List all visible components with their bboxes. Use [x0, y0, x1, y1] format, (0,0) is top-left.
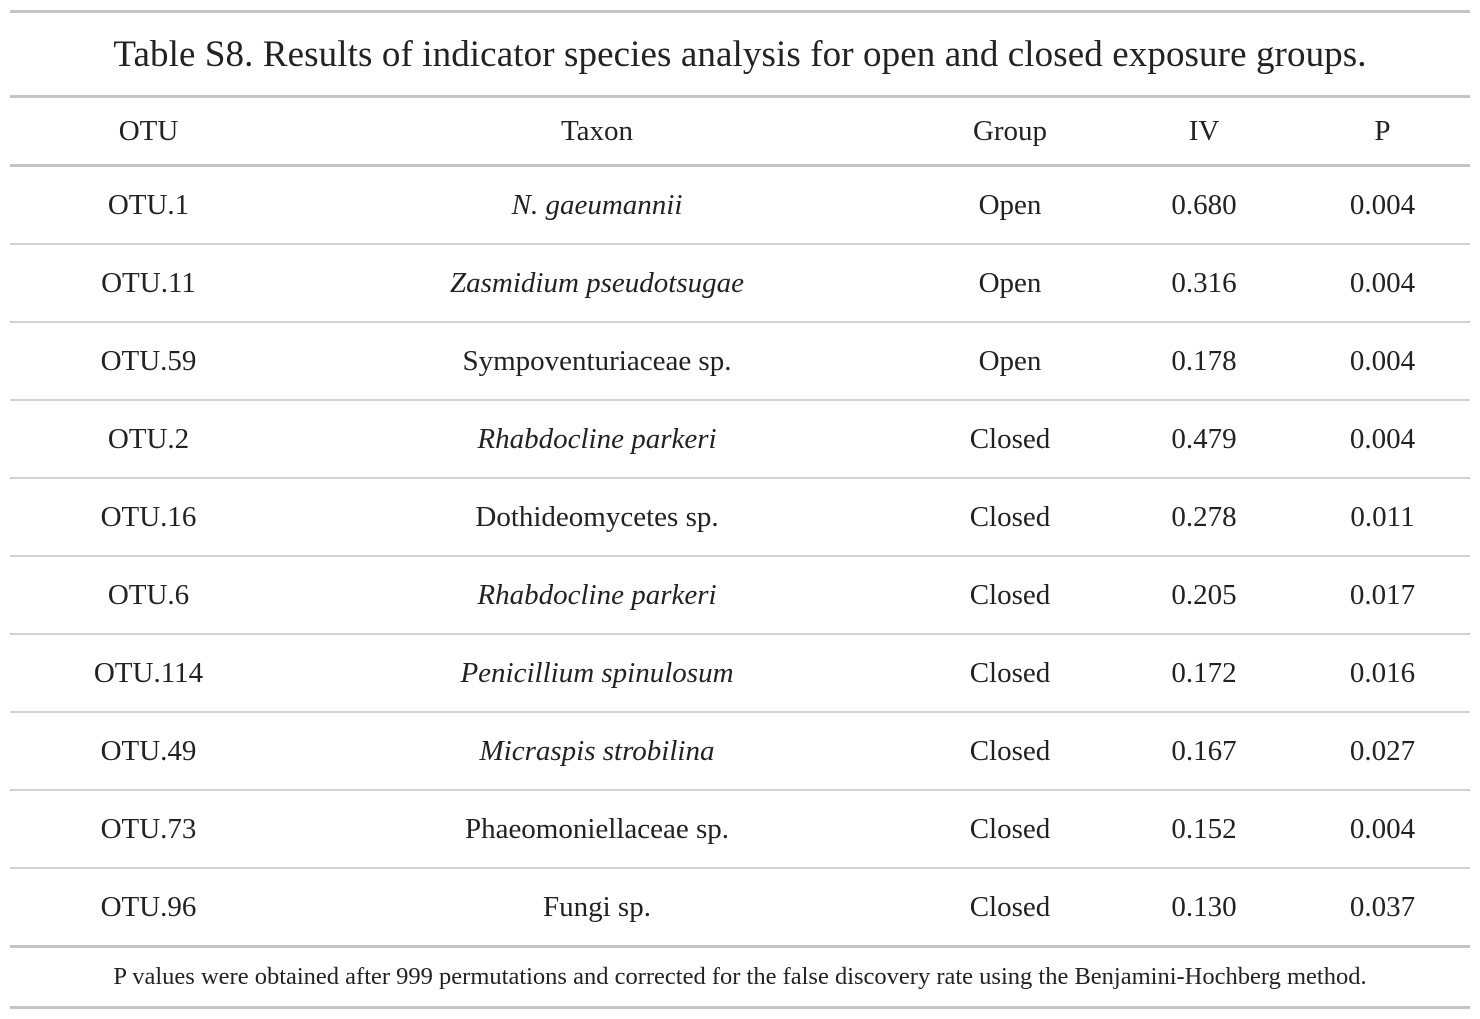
otu-cell: OTU.1	[10, 165, 287, 245]
column-header-otu: OTU	[10, 98, 287, 167]
table-row: OTU.1 N. gaeumannii Open 0.680 0.004	[10, 165, 1470, 245]
table-body: OTU.1 N. gaeumannii Open 0.680 0.004 OTU…	[10, 165, 1470, 948]
iv-cell: 0.152	[1113, 790, 1295, 869]
table-row: OTU.114 Penicillium spinulosum Closed 0.…	[10, 634, 1470, 713]
iv-cell: 0.316	[1113, 244, 1295, 323]
table-row: OTU.6 Rhabdocline parkeri Closed 0.205 0…	[10, 556, 1470, 635]
header-row: OTU Taxon Group IV P	[10, 98, 1470, 167]
p-value-cell: 0.016	[1295, 634, 1470, 713]
group-cell: Closed	[907, 400, 1113, 479]
otu-cell: OTU.6	[10, 556, 287, 635]
otu-cell: OTU.16	[10, 478, 287, 557]
taxon-cell: Phaeomoniellaceae sp.	[287, 790, 907, 869]
iv-cell: 0.205	[1113, 556, 1295, 635]
taxon-cell: N. gaeumannii	[287, 165, 907, 245]
group-cell: Closed	[907, 634, 1113, 713]
table-row: OTU.49 Micraspis strobilina Closed 0.167…	[10, 712, 1470, 791]
taxon-cell: Fungi sp.	[287, 868, 907, 948]
p-value-cell: 0.004	[1295, 165, 1470, 245]
taxon-cell: Micraspis strobilina	[287, 712, 907, 791]
table-row: OTU.73 Phaeomoniellaceae sp. Closed 0.15…	[10, 790, 1470, 869]
otu-cell: OTU.59	[10, 322, 287, 401]
table-row: OTU.2 Rhabdocline parkeri Closed 0.479 0…	[10, 400, 1470, 479]
group-cell: Closed	[907, 478, 1113, 557]
iv-cell: 0.178	[1113, 322, 1295, 401]
table-caption: Table S8. Results of indicator species a…	[113, 33, 1367, 75]
p-value-cell: 0.011	[1295, 478, 1470, 557]
caption-rule	[10, 95, 1470, 98]
p-value-cell: 0.017	[1295, 556, 1470, 635]
p-value-cell: 0.004	[1295, 244, 1470, 323]
group-cell: Closed	[907, 868, 1113, 948]
iv-cell: 0.479	[1113, 400, 1295, 479]
p-value-cell: 0.004	[1295, 790, 1470, 869]
group-cell: Open	[907, 165, 1113, 245]
group-cell: Open	[907, 322, 1113, 401]
otu-cell: OTU.73	[10, 790, 287, 869]
taxon-cell: Sympoventuriaceae sp.	[287, 322, 907, 401]
group-cell: Open	[907, 244, 1113, 323]
taxon-cell: Rhabdocline parkeri	[287, 556, 907, 635]
iv-cell: 0.130	[1113, 868, 1295, 948]
top-rule	[10, 10, 1470, 13]
p-value-cell: 0.037	[1295, 868, 1470, 948]
column-header-taxon: Taxon	[287, 98, 907, 167]
group-cell: Closed	[907, 790, 1113, 869]
table-header: OTU Taxon Group IV P	[10, 98, 1470, 167]
iv-cell: 0.680	[1113, 165, 1295, 245]
p-value-cell: 0.004	[1295, 322, 1470, 401]
table-row: OTU.59 Sympoventuriaceae sp. Open 0.178 …	[10, 322, 1470, 401]
table-row: OTU.96 Fungi sp. Closed 0.130 0.037	[10, 868, 1470, 948]
group-cell: Closed	[907, 712, 1113, 791]
p-value-cell: 0.004	[1295, 400, 1470, 479]
otu-cell: OTU.11	[10, 244, 287, 323]
group-cell: Closed	[907, 556, 1113, 635]
otu-cell: OTU.114	[10, 634, 287, 713]
column-header-p: P	[1295, 98, 1470, 167]
otu-cell: OTU.96	[10, 868, 287, 948]
iv-cell: 0.172	[1113, 634, 1295, 713]
table-row: OTU.11 Zasmidium pseudotsugae Open 0.316…	[10, 244, 1470, 323]
column-header-iv: IV	[1113, 98, 1295, 167]
iv-cell: 0.167	[1113, 712, 1295, 791]
taxon-cell: Zasmidium pseudotsugae	[287, 244, 907, 323]
indicator-species-table: OTU Taxon Group IV P OTU.1 N. gaeumannii…	[10, 98, 1470, 948]
iv-cell: 0.278	[1113, 478, 1295, 557]
otu-cell: OTU.49	[10, 712, 287, 791]
table-row: OTU.16 Dothideomycetes sp. Closed 0.278 …	[10, 478, 1470, 557]
taxon-cell: Dothideomycetes sp.	[287, 478, 907, 557]
p-value-cell: 0.027	[1295, 712, 1470, 791]
taxon-cell: Penicillium spinulosum	[287, 634, 907, 713]
table-document: Table S8. Results of indicator species a…	[10, 10, 1470, 1009]
taxon-cell: Rhabdocline parkeri	[287, 400, 907, 479]
otu-cell: OTU.2	[10, 400, 287, 479]
column-header-group: Group	[907, 98, 1113, 167]
table-footnote: P values were obtained after 999 permuta…	[10, 948, 1470, 1009]
